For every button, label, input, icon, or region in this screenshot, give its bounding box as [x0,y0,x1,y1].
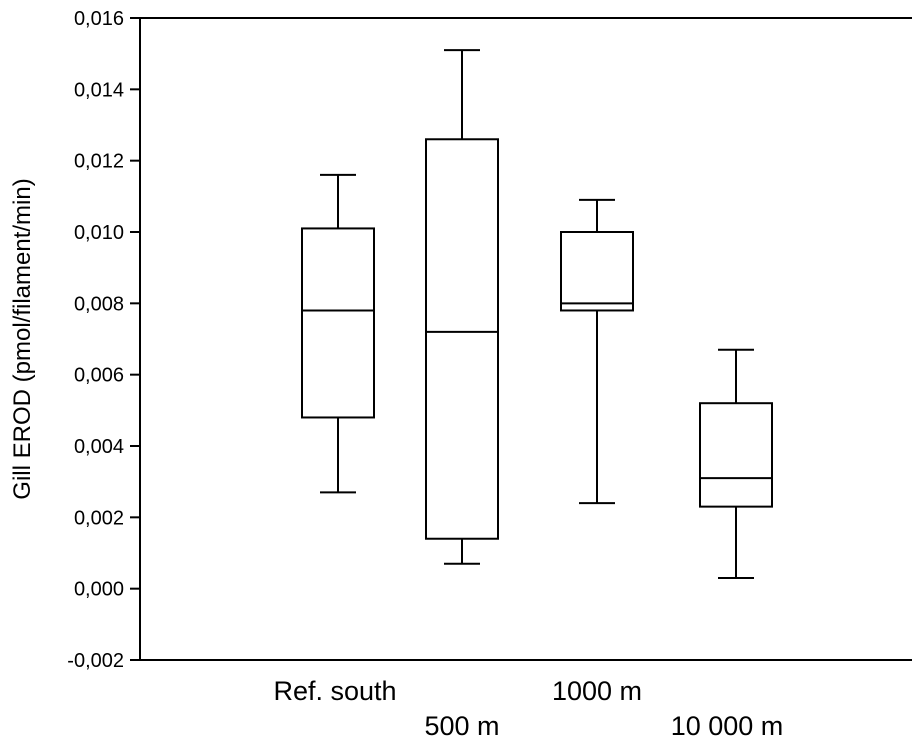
x-axis-category-labels: Ref. south 500 m 1000 m 10 000 m [273,676,783,740]
y-tick-label: 0,016 [74,8,124,30]
x-category-label: 500 m [424,711,499,740]
y-tick-label: 0,012 [74,151,124,173]
y-axis-title: Gill EROD (pmol/filament/min) [9,178,36,499]
x-category-label: 1000 m [552,676,642,706]
y-tick-label: 0,008 [74,293,124,315]
x-category-label: 10 000 m [671,711,784,740]
y-tick-label: 0,006 [74,365,124,387]
y-axis-ticks: -0,002 0,000 0,002 0,004 0,006 0,008 0,010 0,01… [67,8,140,672]
y-tick-label: 0,010 [74,222,124,244]
box-500-m [425,49,499,565]
box-ref-south [301,173,375,494]
plot-frame [139,17,912,661]
box-1000-m [560,198,634,505]
y-tick-label: 0,000 [74,579,124,601]
y-tick-label: 0,002 [74,507,124,529]
box-series [301,49,773,579]
iqr-box [699,402,773,508]
iqr-box [560,231,634,312]
y-tick-label: -0,002 [67,650,124,672]
y-tick-label: 0,014 [74,79,124,101]
box-10-000-m [699,348,773,579]
iqr-box [425,138,499,540]
y-tick-label: 0,004 [74,436,124,458]
iqr-box [301,227,375,419]
x-category-label: Ref. south [273,676,396,706]
